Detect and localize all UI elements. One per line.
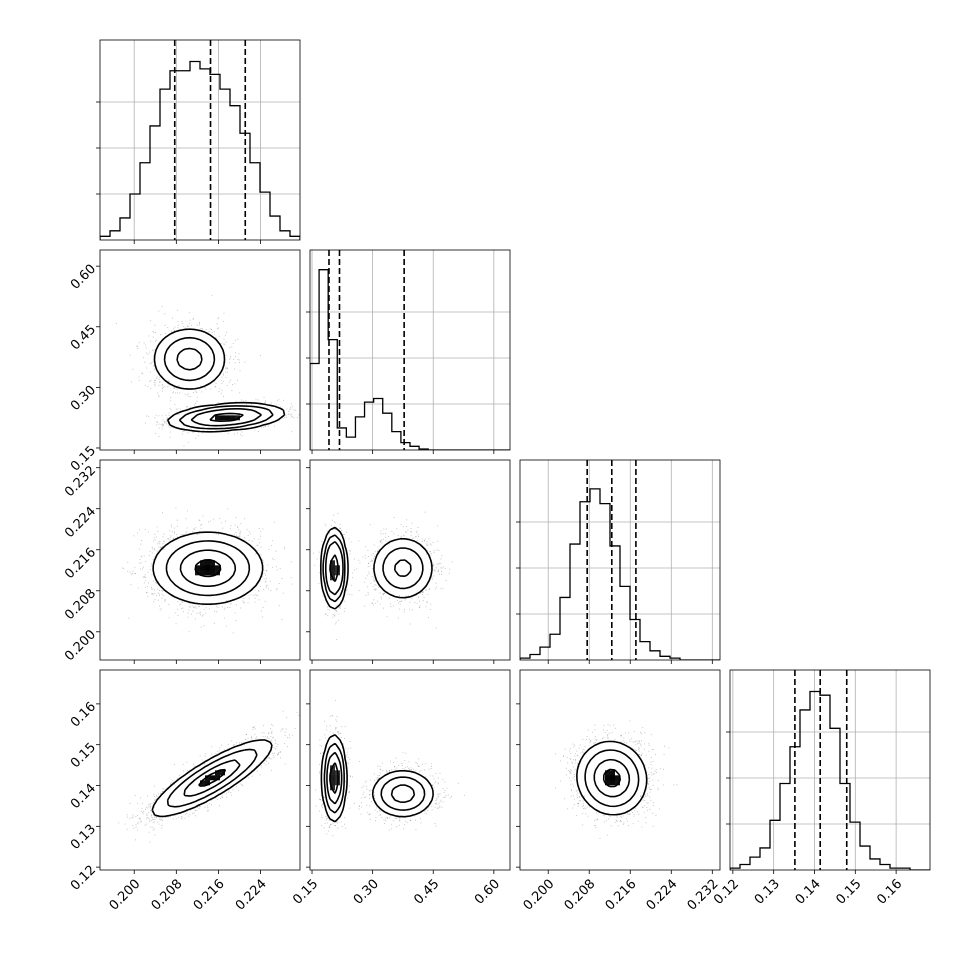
x-tick-label: 0.15 bbox=[833, 877, 864, 908]
contour bbox=[209, 412, 244, 422]
contour bbox=[153, 328, 286, 433]
contour bbox=[584, 749, 640, 808]
x-tick-label: 0.224 bbox=[644, 877, 681, 914]
contour bbox=[165, 540, 251, 597]
contour bbox=[326, 751, 416, 805]
y-tick-label: 0.45 bbox=[68, 322, 99, 353]
contour bbox=[152, 531, 264, 605]
panel-frame bbox=[309, 669, 511, 871]
histogram-panel-2 bbox=[516, 459, 721, 661]
contour-lines bbox=[320, 734, 434, 823]
histogram-panel-1 bbox=[306, 249, 511, 451]
x-tick-label: 0.224 bbox=[233, 877, 270, 914]
y-tick-label: 0.12 bbox=[68, 863, 99, 894]
pair-panel-0-1 bbox=[99, 249, 301, 451]
density-cells bbox=[320, 530, 431, 611]
histogram-step bbox=[310, 269, 510, 450]
contour bbox=[576, 740, 648, 816]
contour-lines bbox=[151, 739, 273, 818]
pair-panel-0-2 bbox=[99, 459, 301, 661]
pair-panel-1-2 bbox=[309, 459, 511, 661]
x-tick-label: 0.208 bbox=[149, 877, 186, 914]
contour bbox=[323, 742, 426, 814]
pair-panel-2-3 bbox=[519, 669, 721, 871]
y-tick-label: 0.224 bbox=[62, 504, 99, 541]
contour bbox=[183, 759, 241, 797]
grid-lines bbox=[310, 250, 510, 450]
grid-lines bbox=[100, 40, 300, 240]
panel-frame bbox=[99, 39, 301, 241]
y-tick-label: 0.60 bbox=[68, 262, 99, 293]
histogram-panel-3 bbox=[726, 669, 931, 871]
panel-frame bbox=[99, 459, 301, 661]
y-tick-label: 0.15 bbox=[68, 740, 99, 771]
x-tick-label: 0.200 bbox=[107, 877, 144, 914]
pair-panel-1-3 bbox=[309, 669, 511, 871]
y-tick-label: 0.14 bbox=[68, 781, 99, 812]
density-cells bbox=[155, 740, 271, 816]
grid-lines bbox=[730, 670, 930, 870]
contour bbox=[166, 748, 258, 808]
contour bbox=[329, 554, 339, 583]
panel-frame bbox=[309, 249, 511, 451]
panel-frame bbox=[309, 459, 511, 661]
contour bbox=[194, 558, 222, 578]
pair-panel-content bbox=[115, 295, 300, 447]
contour bbox=[329, 762, 339, 794]
x-tick-label: 0.216 bbox=[191, 877, 228, 914]
x-tick-label: 0.208 bbox=[562, 877, 599, 914]
contour-lines bbox=[576, 740, 648, 816]
x-tick-label: 0.16 bbox=[874, 877, 905, 908]
contour bbox=[602, 768, 621, 788]
pair-panel-content bbox=[315, 699, 465, 837]
x-tick-label: 0.13 bbox=[752, 877, 783, 908]
y-tick-label: 0.200 bbox=[62, 627, 99, 664]
x-tick-label: 0.12 bbox=[711, 877, 742, 908]
contour bbox=[593, 758, 631, 798]
contour bbox=[198, 768, 227, 787]
x-tick-label: 0.216 bbox=[603, 877, 640, 914]
pair-panel-0-3 bbox=[99, 669, 301, 871]
contour-lines bbox=[153, 328, 286, 433]
histogram-step bbox=[100, 60, 300, 240]
contour bbox=[163, 336, 274, 430]
panel-frame bbox=[519, 669, 721, 871]
x-tick-label: 0.60 bbox=[472, 877, 503, 908]
x-tick-label: 0.15 bbox=[290, 877, 321, 908]
pair-panel-content bbox=[121, 507, 293, 634]
x-tick-label: 0.30 bbox=[351, 877, 382, 908]
contour bbox=[324, 541, 412, 596]
x-tick-label: 0.45 bbox=[411, 877, 442, 908]
pair-panel-content bbox=[554, 720, 678, 839]
pair-panel-content bbox=[118, 710, 300, 843]
histogram-step bbox=[520, 488, 720, 660]
pair-panel-content bbox=[313, 511, 453, 641]
contour bbox=[322, 534, 424, 603]
contour bbox=[176, 347, 262, 427]
x-tick-label: 0.200 bbox=[521, 877, 558, 914]
contour bbox=[320, 734, 434, 823]
x-tick-label: 0.14 bbox=[793, 877, 824, 908]
histogram-step bbox=[730, 690, 930, 870]
histogram-panel-0 bbox=[96, 39, 301, 241]
panel-frame bbox=[99, 249, 301, 451]
y-tick-label: 0.208 bbox=[62, 586, 99, 623]
y-tick-label: 0.216 bbox=[62, 545, 99, 582]
contour bbox=[320, 526, 433, 610]
y-tick-label: 0.30 bbox=[68, 383, 99, 414]
y-tick-label: 0.16 bbox=[68, 699, 99, 730]
contour-lines bbox=[152, 531, 264, 605]
contour bbox=[179, 549, 237, 588]
panel-frame bbox=[99, 669, 301, 871]
contour bbox=[151, 739, 273, 818]
panel-frame bbox=[519, 459, 721, 661]
contour-lines bbox=[320, 526, 433, 610]
panel-frame bbox=[729, 669, 931, 871]
y-tick-label: 0.13 bbox=[68, 822, 99, 853]
